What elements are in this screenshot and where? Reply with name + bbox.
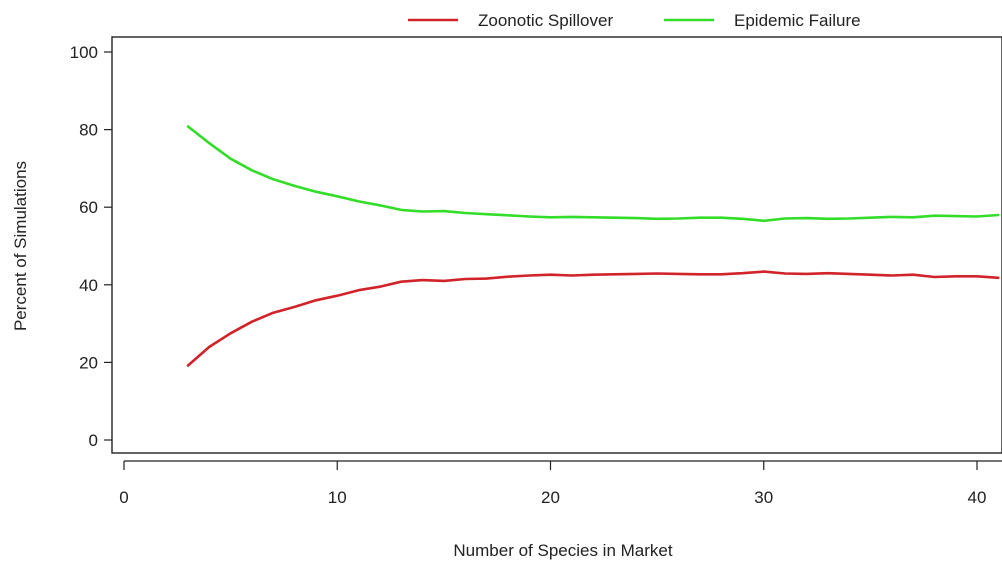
y-tick-label: 0 <box>89 431 98 450</box>
x-tick-label: 40 <box>968 488 987 507</box>
y-tick-label: 80 <box>79 121 98 140</box>
y-tick-label: 100 <box>70 43 98 62</box>
series-line-zoonotic-spillover <box>186 270 1000 367</box>
y-tick-label: 20 <box>79 353 98 372</box>
x-axis-title: Number of Species in Market <box>453 541 672 560</box>
y-tick-label: 60 <box>79 198 98 217</box>
y-axis-title: Percent of Simulations <box>11 161 30 331</box>
x-tick-label: 20 <box>541 488 560 507</box>
x-tick-label: 0 <box>119 488 128 507</box>
series-line-epidemic-failure <box>186 125 1000 223</box>
y-tick-label: 40 <box>79 276 98 295</box>
legend-label: Zoonotic Spillover <box>478 11 613 30</box>
x-tick-label: 30 <box>754 488 773 507</box>
legend-label: Epidemic Failure <box>734 11 861 30</box>
plot-frame <box>111 36 1002 454</box>
x-tick-label: 10 <box>328 488 347 507</box>
